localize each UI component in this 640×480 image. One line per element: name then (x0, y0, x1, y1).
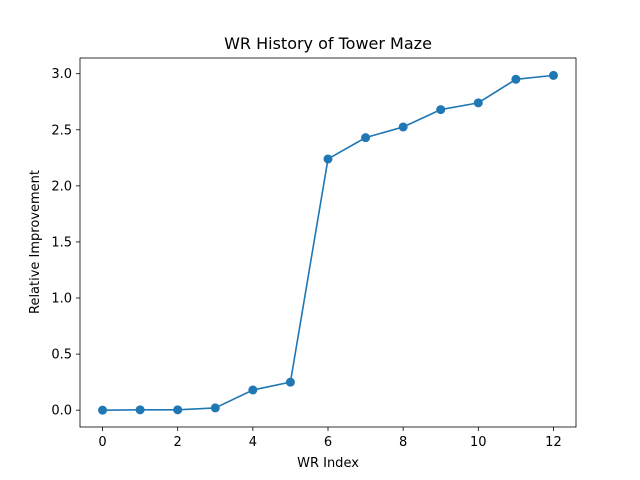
data-point (436, 105, 446, 115)
x-tick-label: 2 (174, 435, 182, 450)
x-tick-label: 8 (399, 435, 407, 450)
x-axis-label: WR Index (297, 456, 359, 471)
plot-area: 0 2 4 6 8 10 12 0.0 0.5 1.0 1.5 2.0 2.5 3.0 (51, 67, 561, 450)
x-tick-label: 0 (98, 435, 106, 450)
data-point (323, 154, 333, 164)
y-tick-label: 3.0 (51, 67, 72, 82)
data-point (285, 377, 295, 387)
x-tick-label: 10 (470, 435, 487, 450)
x-tick-label: 12 (545, 435, 562, 450)
data-point (398, 122, 408, 132)
data-point (98, 405, 108, 415)
y-tick-label: 2.5 (51, 123, 72, 138)
y-axis-label: Relative Improvement (28, 170, 43, 314)
data-point (511, 74, 521, 84)
data-point (135, 405, 145, 415)
data-point (361, 133, 371, 143)
plot-frame (79, 57, 577, 428)
x-tick-label: 4 (249, 435, 257, 450)
data-point (548, 70, 558, 80)
y-tick-label: 1.0 (51, 292, 72, 307)
data-point (210, 403, 220, 413)
data-point (248, 385, 258, 395)
data-point (173, 405, 183, 415)
data-point (473, 98, 483, 108)
chart-title: WR History of Tower Maze (224, 34, 432, 53)
y-tick-label: 0.5 (51, 348, 72, 363)
x-tick-label: 6 (324, 435, 332, 450)
y-tick-label: 2.0 (51, 179, 72, 194)
y-tick-label: 1.5 (51, 235, 72, 250)
y-tick-label: 0.0 (51, 404, 72, 419)
